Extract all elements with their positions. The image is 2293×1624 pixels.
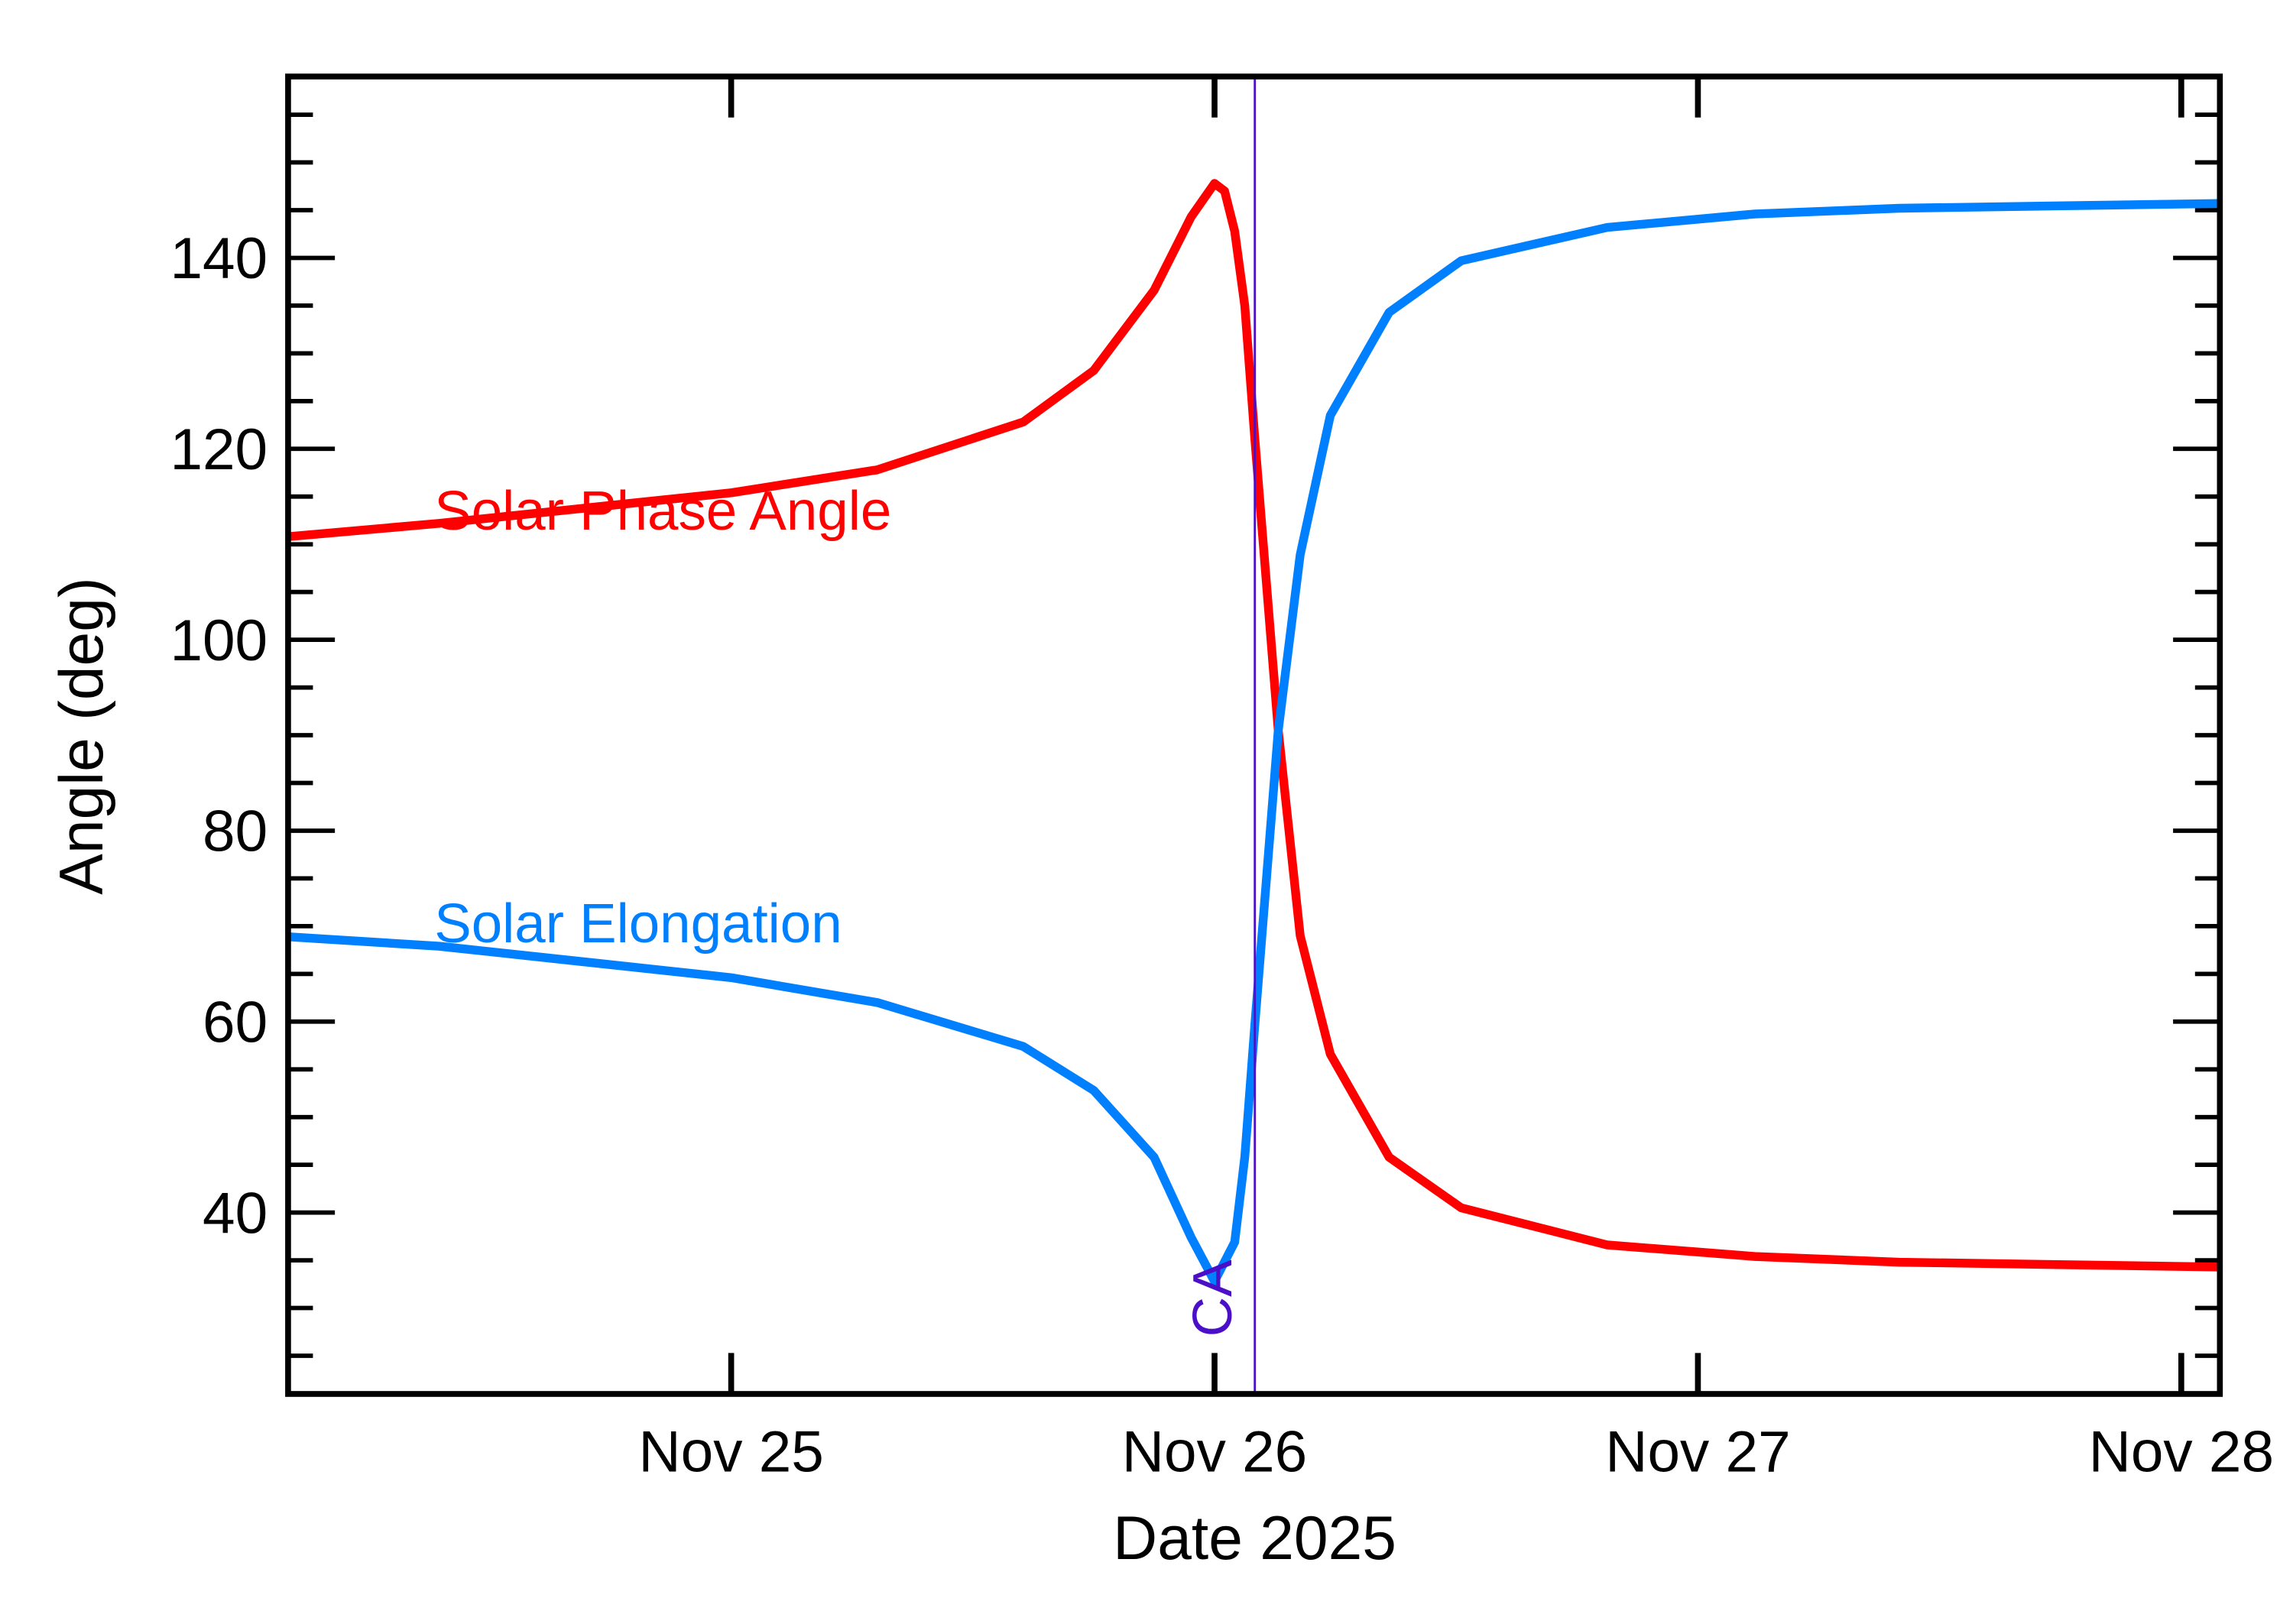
y-tick-labels: 40 60 80 100 120 140 (170, 226, 268, 1246)
plot-frame (285, 73, 2223, 1397)
x-tick-labels: Nov 25 Nov 26 Nov 27 Nov 28 (638, 1419, 2274, 1484)
x-tick-label: Nov 27 (1605, 1419, 1790, 1484)
y-tick-label: 120 (170, 417, 268, 482)
x-tick-label: Nov 25 (638, 1419, 823, 1484)
axis-ticks (287, 76, 2220, 1394)
label-solar-elongation: Solar Elongation (434, 893, 842, 955)
x-axis-title: Date 2025 (1113, 1504, 1396, 1573)
y-axis-title: Angle (deg) (47, 577, 116, 894)
label-solar-phase-angle: Solar Phase Angle (434, 480, 891, 542)
y-tick-label: 60 (203, 990, 268, 1055)
label-closest-approach: CA (1182, 1259, 1244, 1337)
y-tick-label: 40 (203, 1181, 268, 1246)
series-line-solar-elongation (287, 199, 2220, 1286)
x-tick-label: Nov 28 (2089, 1419, 2274, 1484)
y-tick-label: 140 (170, 226, 268, 291)
y-tick-label: 100 (170, 608, 268, 673)
series-line-solar-phase-angle (287, 179, 2220, 1272)
series-lines (287, 179, 2220, 1286)
y-tick-label: 80 (203, 799, 268, 864)
x-tick-label: Nov 26 (1122, 1419, 1307, 1484)
